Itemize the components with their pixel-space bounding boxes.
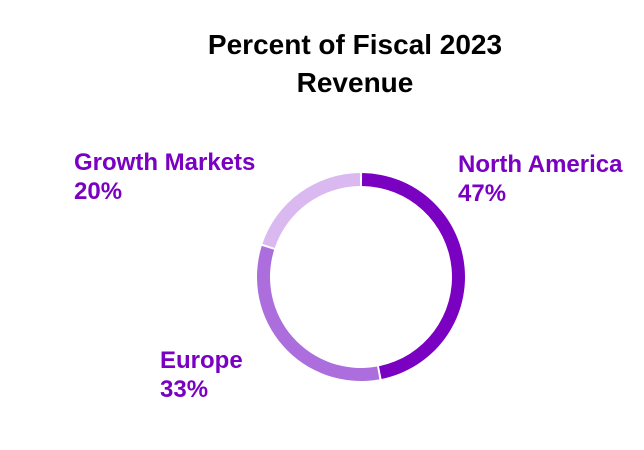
chart-title: Percent of Fiscal 2023 Revenue — [0, 26, 644, 102]
slice-north-america — [361, 173, 466, 379]
slice-value-europe: 33% — [160, 376, 209, 403]
slice-europe — [257, 245, 380, 381]
slice-value-north-america: 47% — [458, 180, 507, 207]
slice-name-north-america: North America — [458, 151, 623, 178]
slice-label-europe: Europe 33% — [160, 346, 243, 404]
slice-growth-markets — [262, 173, 361, 248]
slice-label-growth-markets: Growth Markets 20% — [74, 148, 255, 206]
slice-name-growth-markets: Growth Markets — [74, 149, 256, 176]
slice-value-growth-markets: 20% — [74, 178, 123, 205]
slice-name-europe: Europe — [160, 347, 243, 374]
chart-title-line-1: Percent of Fiscal 2023 — [207, 29, 503, 60]
chart-title-line-2: Revenue — [296, 67, 414, 98]
slice-label-north-america: North America 47% — [458, 150, 622, 208]
